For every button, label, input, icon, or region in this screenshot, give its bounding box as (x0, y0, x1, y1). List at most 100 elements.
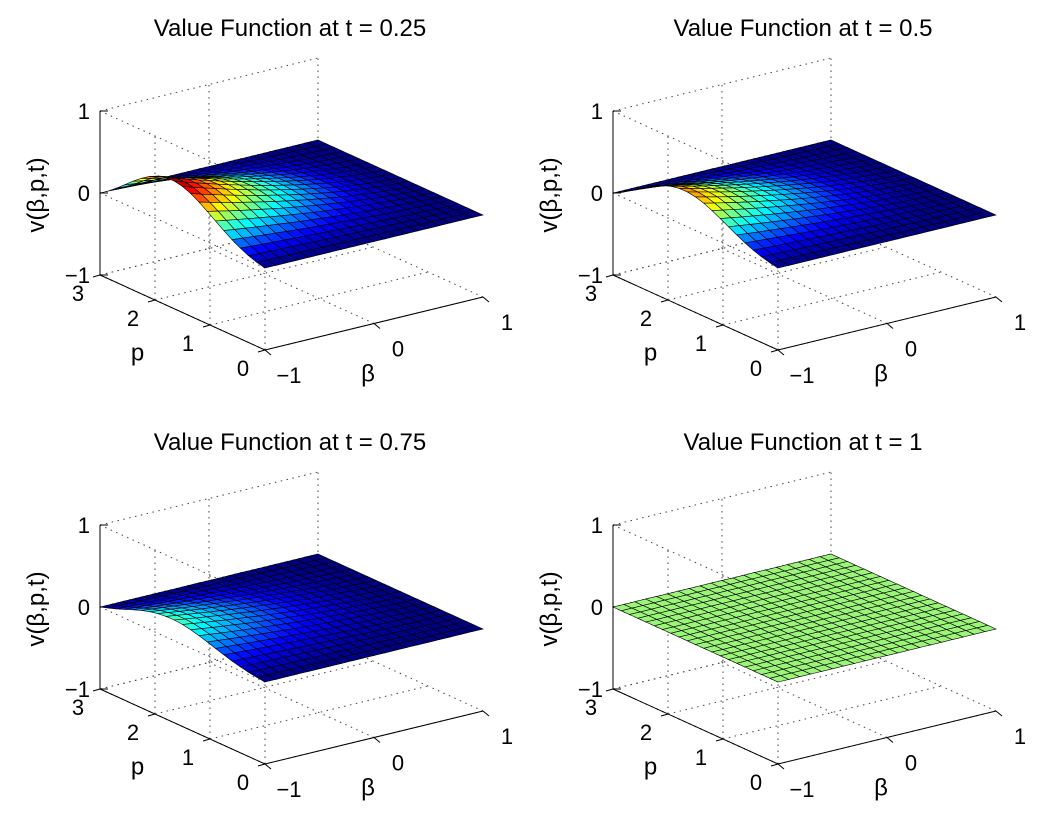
y-axis-label: p (131, 340, 144, 367)
x-tick-label: −1 (789, 363, 814, 388)
x-tick-label: 1 (1014, 724, 1026, 749)
x-tick-label: −1 (276, 363, 301, 388)
z-tick-label: 0 (78, 181, 90, 206)
y-tick-label: 3 (72, 695, 84, 720)
x-tick-label: 0 (392, 337, 404, 362)
y-axis-label: p (644, 754, 657, 781)
x-tick-label: 0 (905, 337, 917, 362)
z-axis-label: v(β,p,t) (23, 157, 50, 232)
panel-title: Value Function at t = 1 (683, 429, 922, 456)
y-tick-label: 2 (127, 306, 139, 331)
y-tick-label: 1 (695, 745, 707, 770)
grid-line (721, 662, 888, 738)
y-tick-mark (660, 299, 669, 303)
y-tick-mark (770, 349, 779, 353)
x-tick-label: 0 (392, 751, 404, 776)
surface-panel-4: Value Function at t = 1−1010123−101βpv(β… (536, 429, 1026, 802)
x-tick-mark (373, 323, 381, 329)
y-tick-mark (147, 713, 156, 717)
grid-line (154, 660, 374, 715)
x-tick-label: 1 (501, 310, 513, 335)
x-tick-label: −1 (276, 777, 301, 802)
y-tick-mark (257, 349, 266, 353)
y-tick-label: 2 (127, 720, 139, 745)
z-tick-label: 1 (78, 513, 90, 538)
surface-panel-1: Value Function at t = 0.25−1010123−101βp… (23, 15, 513, 388)
x-tick-label: −1 (789, 777, 814, 802)
grid-line (667, 246, 887, 301)
surface-panel-3: Value Function at t = 0.75−1010123−101βp… (23, 429, 513, 802)
panel-title: Value Function at t = 0.5 (673, 15, 932, 42)
y-tick-mark (715, 324, 724, 328)
y-tick-mark (770, 763, 779, 767)
x-tick-mark (264, 763, 272, 770)
grid-line (99, 606, 266, 683)
y-tick-mark (605, 274, 614, 278)
z-tick-label: −1 (578, 677, 603, 702)
x-tick-mark (264, 349, 272, 356)
z-tick-label: −1 (65, 263, 90, 288)
surface-mesh (99, 139, 484, 269)
grid-line (667, 660, 887, 715)
grid-line (208, 662, 375, 738)
grid-line (722, 685, 942, 740)
surface-cell (462, 624, 484, 632)
z-axis-label: v(β,p,t) (536, 157, 563, 232)
surface-panel-2: Value Function at t = 0.5−1010123−101βpv… (536, 15, 1026, 388)
x-tick-mark (373, 737, 381, 743)
y-tick-mark (92, 688, 101, 692)
y-axis-label: p (131, 754, 144, 781)
y-tick-label: 1 (182, 331, 194, 356)
x-tick-mark (777, 763, 785, 770)
x-tick-mark (995, 710, 1003, 717)
y-tick-label: 2 (640, 306, 652, 331)
x-tick-label: 0 (905, 751, 917, 776)
y-tick-mark (92, 274, 101, 278)
surface-mesh (99, 553, 484, 683)
y-axis-line (99, 274, 266, 351)
grid-line (209, 271, 429, 326)
z-tick-label: 1 (591, 513, 603, 538)
surface-mesh (612, 139, 997, 269)
grid-line (154, 246, 374, 301)
y-tick-mark (660, 713, 669, 717)
y-tick-label: 1 (695, 331, 707, 356)
grid-line (722, 271, 942, 326)
x-tick-mark (777, 349, 785, 356)
z-tick-label: 0 (591, 595, 603, 620)
z-tick-label: −1 (578, 263, 603, 288)
z-tick-label: −1 (65, 677, 90, 702)
x-axis-label: β (361, 361, 375, 388)
y-tick-label: 0 (237, 770, 249, 795)
x-tick-mark (886, 323, 894, 329)
y-tick-label: 0 (237, 356, 249, 381)
y-tick-mark (257, 763, 266, 767)
z-tick-label: 0 (591, 181, 603, 206)
panel-title: Value Function at t = 0.25 (154, 15, 426, 42)
grid-line (612, 471, 832, 526)
grid-line (721, 248, 888, 324)
grid-line (612, 57, 832, 112)
y-axis-line (99, 688, 266, 765)
x-tick-mark (482, 296, 490, 303)
y-tick-mark (605, 688, 614, 692)
z-axis-label: v(β,p,t) (23, 571, 50, 646)
surface-cell (975, 210, 997, 218)
y-tick-label: 2 (640, 720, 652, 745)
y-tick-mark (202, 738, 211, 742)
x-axis-label: β (361, 775, 375, 802)
grid-lines (92, 57, 490, 356)
x-tick-mark (995, 296, 1003, 303)
y-tick-mark (147, 299, 156, 303)
x-tick-label: 1 (501, 724, 513, 749)
y-tick-label: 1 (182, 745, 194, 770)
x-tick-mark (482, 710, 490, 717)
y-tick-label: 3 (585, 695, 597, 720)
x-tick-label: 1 (1014, 310, 1026, 335)
z-tick-label: 1 (78, 99, 90, 124)
z-tick-label: 1 (591, 99, 603, 124)
z-tick-label: 0 (78, 595, 90, 620)
surface-cell (462, 210, 484, 218)
y-tick-label: 0 (750, 770, 762, 795)
panel-title: Value Function at t = 0.75 (154, 429, 426, 456)
